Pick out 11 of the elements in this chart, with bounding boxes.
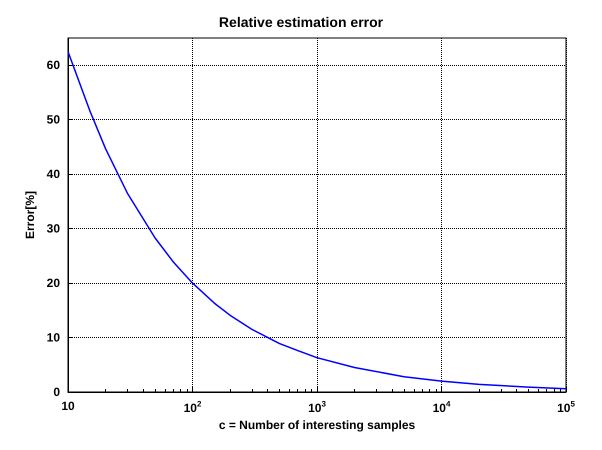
y-tick-label: 0	[53, 385, 60, 399]
y-tick-label: 30	[46, 222, 60, 236]
x-tick-label: 10	[61, 399, 75, 413]
y-axis-title: Error[%]	[22, 190, 37, 240]
x-axis-title: c = Number of interesting samples	[218, 418, 416, 432]
y-tick-label: 60	[46, 58, 60, 72]
y-tick-label: 20	[46, 276, 60, 290]
y-tick-label: 50	[46, 112, 60, 127]
y-tick-label: 40	[46, 167, 60, 182]
y-tick-label: 10	[46, 330, 60, 345]
chart-title: Relative estimation error	[218, 14, 384, 30]
